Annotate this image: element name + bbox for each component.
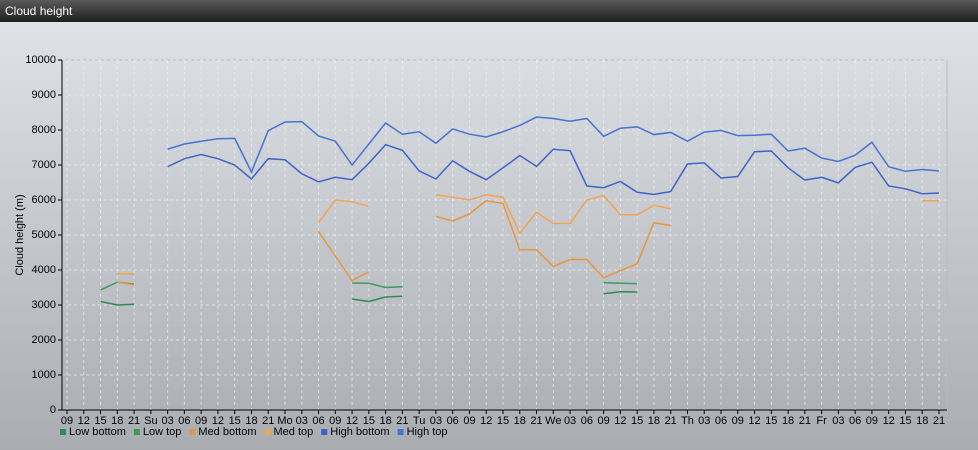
series-line	[117, 193, 939, 275]
x-tick-label: 03	[698, 415, 710, 427]
chart: Cloud height (m) 09 12 15 18 21 Su 03 06 09 12 15 1…	[0, 22, 978, 450]
x-tick-label: 21	[262, 415, 274, 427]
x-tick-label: 03	[296, 415, 308, 427]
x-tick-label: Fr	[816, 415, 827, 427]
legend-swatch	[60, 429, 66, 435]
y-axis-label: Cloud height (m)	[14, 194, 26, 275]
legend-swatch	[264, 429, 271, 435]
x-tick-label: Mo	[277, 415, 292, 427]
x-tick-label: We	[545, 415, 561, 427]
x-tick-label: 15	[229, 415, 241, 427]
x-tick-label: Th	[681, 415, 694, 427]
x-tick-label: 09	[732, 415, 744, 427]
x-tick-label: 15	[899, 415, 911, 427]
x-tick-label: 03	[430, 415, 442, 427]
y-tick-label: 5000	[32, 229, 56, 241]
y-tick-label: 6000	[32, 194, 56, 206]
legend-label: High bottom	[330, 426, 389, 438]
series-line	[117, 199, 671, 286]
series-line	[167, 143, 940, 196]
y-tick-label: 8000	[32, 124, 56, 136]
y-tick-label: 9000	[32, 89, 56, 101]
y-tick-label: 10000	[25, 54, 56, 66]
x-tick-label: 06	[447, 415, 459, 427]
x-tick-label: Tu	[413, 415, 425, 427]
x-tick-label: 18	[648, 415, 660, 427]
x-tick-label: 06	[849, 415, 861, 427]
x-tick-label: 12	[346, 415, 358, 427]
x-tick-label: 18	[245, 415, 257, 427]
series-line	[167, 116, 940, 174]
x-tick-label: 09	[195, 415, 207, 427]
x-tick-label: 15	[363, 415, 375, 427]
y-tick-label: 1000	[32, 369, 56, 381]
legend-label: Low top	[143, 426, 182, 438]
x-tick-label: 12	[614, 415, 626, 427]
x-tick-label: 21	[933, 415, 945, 427]
x-tick-label: 18	[782, 415, 794, 427]
y-tick-label: 7000	[32, 159, 56, 171]
x-tick-label: 15	[497, 415, 509, 427]
x-tick-label: 12	[480, 415, 492, 427]
x-tick-label: 12	[78, 415, 90, 427]
legend-label: Med top	[274, 426, 314, 438]
x-tick-label: 18	[514, 415, 526, 427]
y-tick-label: 3000	[32, 299, 56, 311]
x-tick-label: 06	[581, 415, 593, 427]
legend-swatch	[397, 429, 404, 435]
x-tick-label: 21	[665, 415, 677, 427]
y-tick-label: 0	[50, 404, 56, 416]
x-tick-label: 15	[94, 415, 106, 427]
x-tick-label: 21	[128, 415, 140, 427]
x-tick-label: 09	[61, 415, 73, 427]
x-tick-label: 09	[597, 415, 609, 427]
x-tick-label: 03	[564, 415, 576, 427]
x-tick-label: 18	[916, 415, 928, 427]
x-tick-label: 21	[530, 415, 542, 427]
x-tick-label: 09	[866, 415, 878, 427]
legend-label: High top	[407, 426, 448, 438]
x-tick-label: 18	[111, 415, 123, 427]
series-line	[100, 290, 638, 306]
title-bar: Cloud height	[0, 0, 978, 22]
background	[0, 22, 978, 450]
x-tick-label: 06	[178, 415, 190, 427]
legend-label: Med bottom	[198, 426, 256, 438]
x-tick-label: 15	[765, 415, 777, 427]
x-tick-label: 15	[631, 415, 643, 427]
legend-swatch	[189, 429, 196, 435]
x-tick-label: 21	[799, 415, 811, 427]
x-tick-label: 12	[748, 415, 760, 427]
x-tick-label: 09	[463, 415, 475, 427]
x-tick-label: 03	[161, 415, 173, 427]
y-tick-label: 4000	[32, 264, 56, 276]
y-tick-label: 2000	[32, 334, 56, 346]
x-tick-label: 03	[832, 415, 844, 427]
x-tick-label: 09	[329, 415, 341, 427]
legend-swatch	[321, 429, 328, 435]
legend-label: Low bottom	[69, 426, 126, 438]
x-tick-label: 06	[715, 415, 727, 427]
legend-swatch	[133, 429, 140, 435]
x-tick-label: 12	[212, 415, 224, 427]
x-tick-label: Su	[144, 415, 157, 427]
x-tick-label: 18	[379, 415, 391, 427]
x-tick-label: 06	[312, 415, 324, 427]
x-tick-label: 12	[883, 415, 895, 427]
x-tick-label: 21	[396, 415, 408, 427]
